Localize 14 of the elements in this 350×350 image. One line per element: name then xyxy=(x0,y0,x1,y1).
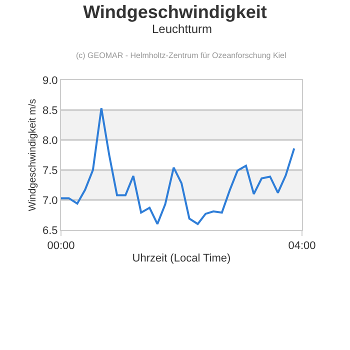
line-series xyxy=(61,107,296,225)
y-tick-label: 8.5 xyxy=(42,104,58,117)
y-tick-label: 8.0 xyxy=(42,134,58,147)
y-axis-title: Windgeschwindigkeit m/s xyxy=(28,98,39,212)
y-tick-label: 6.5 xyxy=(42,224,58,237)
chart-subtitle: Leuchtturm xyxy=(152,22,212,36)
x-axis-title: Uhrzeit (Local Time) xyxy=(132,252,231,264)
x-tick-label: 00:00 xyxy=(47,240,75,252)
x-tick-label: 04:00 xyxy=(288,240,316,252)
y-tick-label: 9.0 xyxy=(42,74,58,87)
y-tick-label: 7.5 xyxy=(42,164,58,177)
text: (c) GEOMAR - Helmholtz-Zentrum für Ozeanforschung Kiel xyxy=(76,51,287,60)
y-tick-label: 7.0 xyxy=(42,194,58,207)
chart-title: Windgeschwindigkeit xyxy=(83,2,267,22)
